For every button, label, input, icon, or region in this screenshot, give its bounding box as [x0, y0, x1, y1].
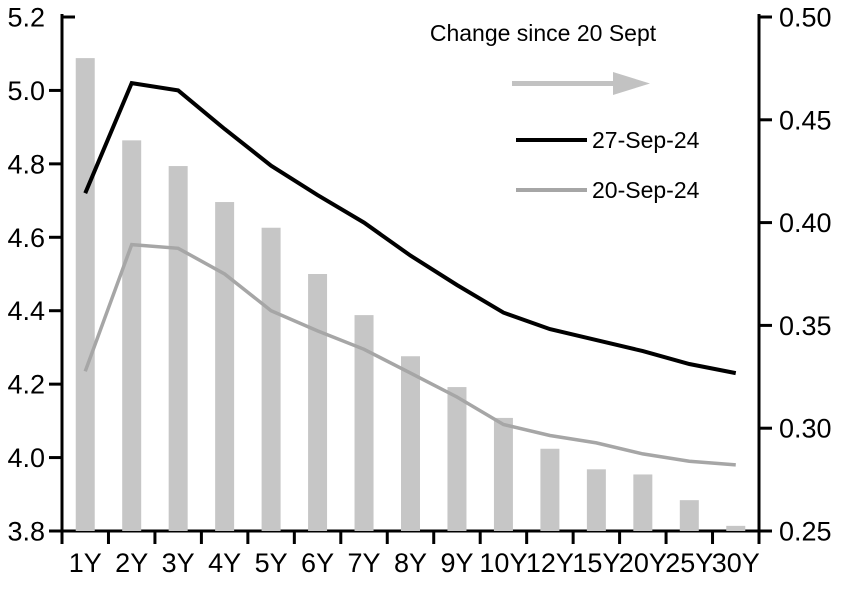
- bar-30Y: [726, 525, 746, 531]
- category-label-5Y: 5Y: [255, 548, 288, 578]
- right-axis-tick-label: 0.50: [779, 3, 832, 33]
- bar-8Y: [401, 356, 420, 531]
- bar-25Y: [679, 500, 699, 531]
- change-bars: [75, 58, 746, 532]
- category-label-6Y: 6Y: [301, 548, 334, 578]
- category-label-30Y: 30Y: [712, 548, 760, 578]
- bar-7Y: [354, 315, 374, 531]
- bar-20Y: [633, 474, 653, 531]
- right-axis-tick-label: 0.35: [779, 311, 832, 341]
- left-axis-tick-label: 3.8: [7, 517, 45, 547]
- line-27-sep-24: [83, 80, 737, 376]
- right-axis-tick-label: 0.25: [779, 517, 832, 547]
- right-axis-tick-label: 0.45: [779, 105, 832, 135]
- right-axis-tick-label: 0.40: [779, 208, 832, 238]
- axis-labels: 5.2 5.0 4.8 4.6 4.4 4.2 4.0 3.8 0.50 0.45 0.40 0.35…: [7, 3, 831, 579]
- category-label-10Y: 10Y: [479, 548, 527, 578]
- left-axis-tick-label: 4.8: [7, 149, 45, 179]
- category-label-8Y: 8Y: [394, 548, 427, 578]
- left-axis-tick-label: 4.6: [7, 223, 45, 253]
- category-label-15Y: 15Y: [572, 548, 620, 578]
- bar-9Y: [447, 387, 467, 531]
- category-label-12Y: 12Y: [526, 548, 574, 578]
- bar-2Y: [122, 140, 142, 532]
- category-label-4Y: 4Y: [208, 548, 241, 578]
- category-label-20Y: 20Y: [619, 548, 667, 578]
- category-label-7Y: 7Y: [348, 548, 381, 578]
- left-axis-tick-label: 4.0: [7, 443, 45, 473]
- bar-12Y: [540, 448, 560, 531]
- left-axis-tick-label: 4.4: [7, 296, 45, 326]
- bar-10Y: [493, 417, 513, 531]
- bar-6Y: [308, 274, 328, 531]
- left-axis-tick-label: 4.2: [7, 370, 45, 400]
- category-label-9Y: 9Y: [440, 548, 473, 578]
- bar-4Y: [215, 202, 235, 532]
- bar-5Y: [261, 227, 281, 532]
- bar-3Y: [168, 166, 188, 531]
- left-axis-tick-label: 5.0: [7, 76, 45, 106]
- bar-15Y: [586, 469, 606, 531]
- left-axis-tick-label: 5.2: [7, 3, 45, 33]
- line-20-sep-24: [83, 242, 736, 467]
- category-label-2Y: 2Y: [115, 548, 148, 578]
- right-axis-tick-label: 0.30: [779, 414, 832, 444]
- yield-lines: [83, 80, 737, 467]
- category-label-3Y: 3Y: [162, 548, 195, 578]
- category-label-25Y: 25Y: [665, 548, 713, 578]
- bar-1Y: [75, 58, 95, 532]
- category-label-1Y: 1Y: [69, 548, 102, 578]
